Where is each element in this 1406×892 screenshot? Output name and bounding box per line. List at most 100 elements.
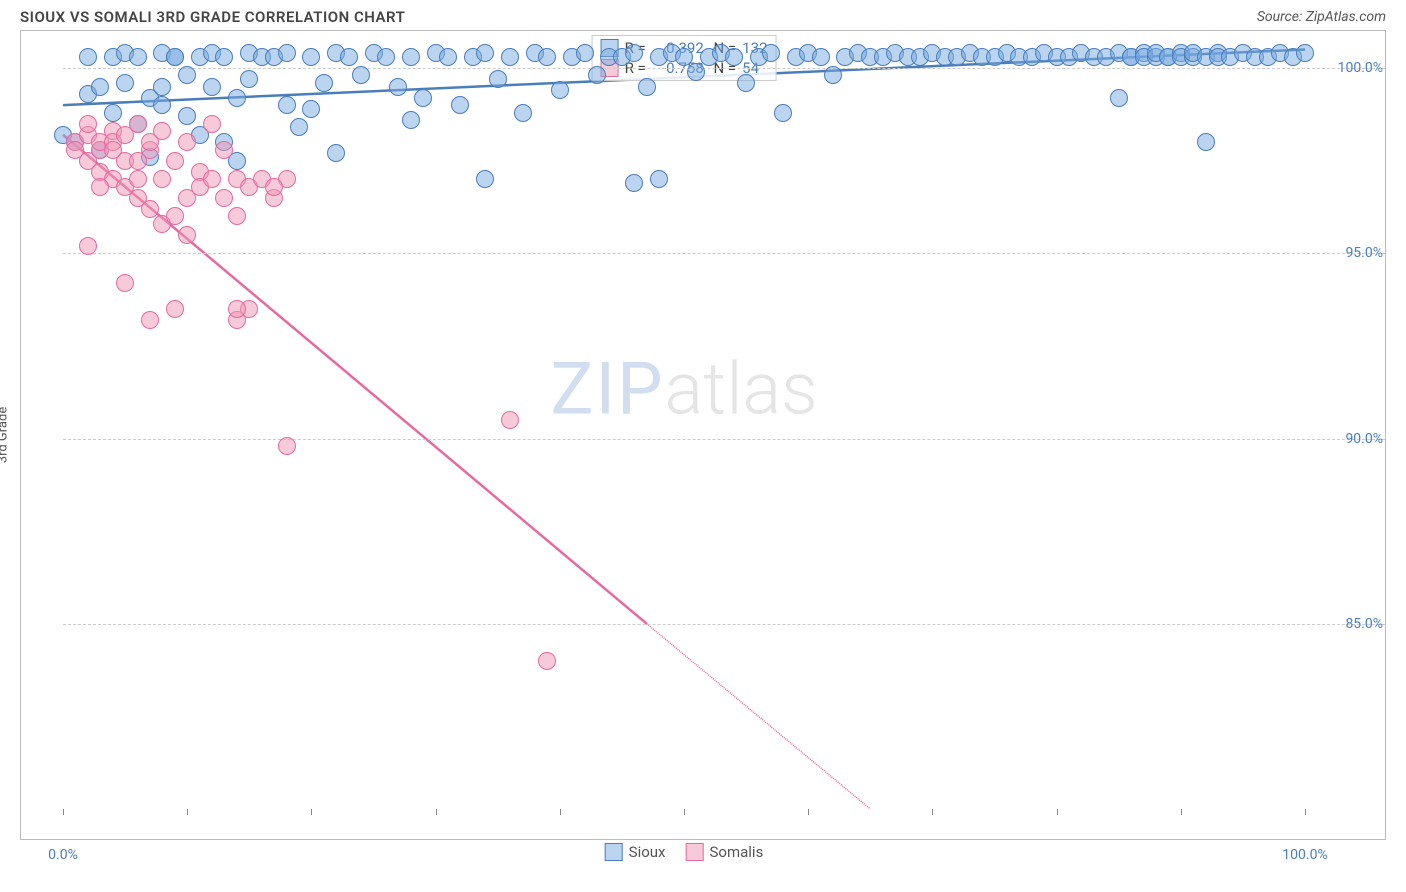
data-point	[141, 311, 159, 329]
data-point	[402, 48, 420, 66]
data-point	[203, 115, 221, 133]
source-attribution: Source: ZipAtlas.com	[1257, 9, 1386, 25]
x-tick	[808, 809, 809, 815]
data-point	[514, 104, 532, 122]
chart-title: SIOUX VS SOMALI 3RD GRADE CORRELATION CH…	[20, 8, 405, 26]
data-point	[402, 111, 420, 129]
data-point	[687, 63, 705, 81]
data-point	[79, 48, 97, 66]
chart-container: 3rd Grade ZIPatlas R = 0.392 N = 132 R =…	[20, 30, 1386, 840]
legend-label-somalis: Somalis	[710, 843, 764, 861]
gridline-h	[63, 439, 1385, 440]
data-point	[104, 104, 122, 122]
data-point	[327, 144, 345, 162]
gridline-h	[63, 624, 1385, 625]
data-point	[638, 78, 656, 96]
data-point	[774, 104, 792, 122]
data-point	[166, 300, 184, 318]
data-point	[178, 66, 196, 84]
legend-item-somalis: Somalis	[686, 843, 764, 861]
data-point	[538, 652, 556, 670]
data-point	[476, 170, 494, 188]
data-point	[650, 170, 668, 188]
legend-bottom: Sioux Somalis	[605, 843, 764, 861]
data-point	[178, 226, 196, 244]
x-tick	[932, 809, 933, 815]
data-point	[501, 48, 519, 66]
data-point	[352, 66, 370, 84]
data-point	[116, 74, 134, 92]
y-tick-label: 95.0%	[1345, 245, 1383, 261]
data-point	[588, 66, 606, 84]
data-point	[166, 152, 184, 170]
data-point	[178, 107, 196, 125]
trend-line-extrapolated	[647, 624, 871, 809]
gridline-h	[63, 68, 1385, 69]
data-point	[439, 48, 457, 66]
data-point	[203, 78, 221, 96]
legend-swatch-somalis	[686, 843, 704, 861]
plot-area: ZIPatlas R = 0.392 N = 132 R = -0.758 N …	[63, 31, 1305, 809]
data-point	[129, 115, 147, 133]
data-point	[675, 48, 693, 66]
data-point	[1110, 89, 1128, 107]
data-point	[228, 89, 246, 107]
x-tick	[1057, 809, 1058, 815]
data-point	[625, 44, 643, 62]
data-point	[812, 48, 830, 66]
data-point	[129, 152, 147, 170]
data-point	[501, 411, 519, 429]
data-point	[153, 96, 171, 114]
data-point	[91, 178, 109, 196]
data-point	[79, 115, 97, 133]
y-axis-label: 3rd Grade	[0, 407, 11, 463]
data-point	[1197, 133, 1215, 151]
data-point	[476, 44, 494, 62]
data-point	[178, 189, 196, 207]
data-point	[302, 100, 320, 118]
data-point	[79, 237, 97, 255]
data-point	[824, 66, 842, 84]
data-point	[414, 89, 432, 107]
data-point	[290, 118, 308, 136]
data-point	[265, 178, 283, 196]
legend-item-sioux: Sioux	[605, 843, 666, 861]
data-point	[178, 133, 196, 151]
data-point	[551, 81, 569, 99]
trend-lines-svg	[63, 31, 1305, 809]
data-point	[104, 141, 122, 159]
x-start-label: 0.0%	[48, 847, 78, 863]
data-point	[240, 70, 258, 88]
x-end-label: 100.0%	[1282, 847, 1327, 863]
x-tick	[311, 809, 312, 815]
data-point	[302, 48, 320, 66]
data-point	[737, 74, 755, 92]
data-point	[166, 207, 184, 225]
data-point	[129, 48, 147, 66]
data-point	[762, 44, 780, 62]
data-point	[576, 44, 594, 62]
x-tick	[1305, 809, 1306, 815]
data-point	[153, 122, 171, 140]
gridline-h	[63, 253, 1385, 254]
legend-label-sioux: Sioux	[629, 843, 666, 861]
data-point	[215, 189, 233, 207]
data-point	[377, 48, 395, 66]
data-point	[129, 170, 147, 188]
data-point	[538, 48, 556, 66]
data-point	[625, 174, 643, 192]
x-tick	[436, 809, 437, 815]
x-tick	[560, 809, 561, 815]
data-point	[228, 207, 246, 225]
x-tick	[63, 809, 64, 815]
y-tick-label: 90.0%	[1345, 431, 1383, 447]
data-point	[315, 74, 333, 92]
legend-swatch-sioux	[605, 843, 623, 861]
data-point	[91, 78, 109, 96]
data-point	[278, 96, 296, 114]
y-tick-label: 100.0%	[1338, 60, 1383, 76]
data-point	[1296, 44, 1314, 62]
data-point	[166, 48, 184, 66]
x-tick	[684, 809, 685, 815]
data-point	[451, 96, 469, 114]
